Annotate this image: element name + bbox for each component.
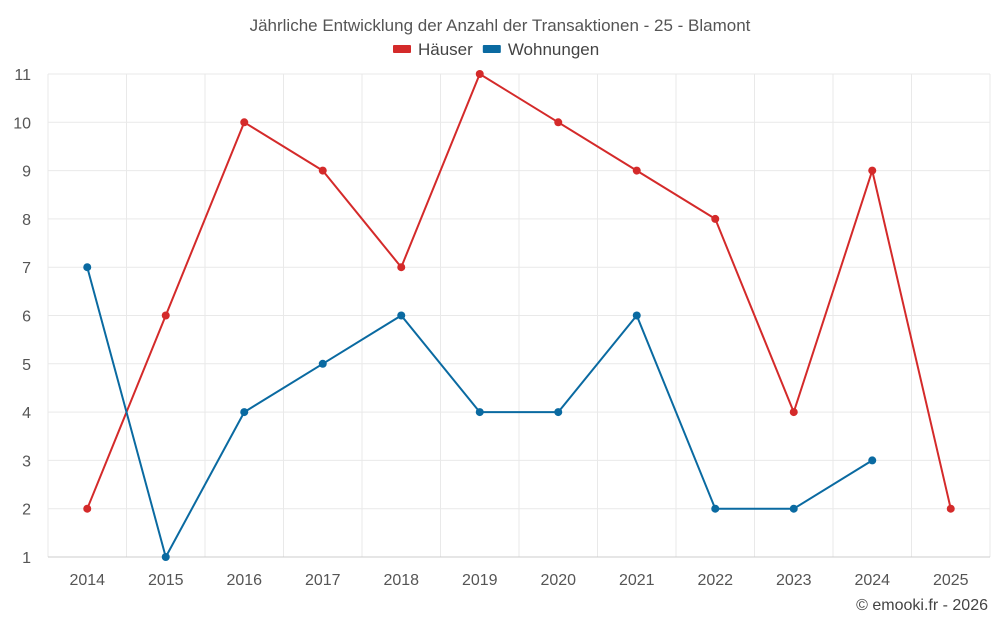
data-point [397,311,406,320]
x-tick-label: 2025 [933,572,969,589]
x-tick-label: 2016 [226,572,262,589]
x-tick-label: 2018 [383,572,419,589]
legend-label: Wohnungen [508,40,599,59]
y-tick-label: 10 [13,115,31,132]
data-point [868,456,877,465]
x-tick-label: 2015 [148,572,184,589]
data-point [632,311,641,320]
grid [47,73,991,558]
data-point [711,504,720,513]
y-tick-label: 11 [14,67,31,84]
data-point [554,408,563,417]
legend-swatch [393,45,411,53]
data-point [161,553,170,561]
data-point [240,118,249,127]
legend: Häuser Wohnungen [393,40,599,59]
data-point [789,504,798,513]
x-tick-label: 2014 [69,572,105,589]
data-point [946,504,955,513]
y-tick-label: 2 [22,502,31,519]
x-axis: 2014 2015 2016 2017 2018 2019 2020 2021 2022 2023… [69,572,968,589]
data-point [397,263,406,272]
series-group [83,70,955,561]
series-line [86,73,952,510]
data-point [868,166,877,175]
y-tick-label: 9 [22,164,31,181]
x-tick-label: 2021 [619,572,655,589]
data-point [475,70,484,78]
y-tick-label: 1 [22,550,31,567]
y-tick-label: 3 [22,453,31,470]
data-point [161,311,170,320]
y-axis: 1 2 3 4 5 6 7 8 9 10 11 [13,67,31,567]
y-tick-label: 6 [22,309,31,326]
chart-title: Jährliche Entwicklung der Anzahl der Tra… [250,16,751,35]
legend-swatch [482,45,501,53]
series-2 [83,263,877,561]
x-tick-label: 2024 [854,572,890,589]
y-tick-label: 4 [22,405,31,422]
data-point [632,166,641,175]
data-point [83,504,92,513]
data-point [83,263,92,272]
y-tick-label: 8 [22,212,31,229]
x-tick-label: 2017 [305,572,341,589]
y-tick-label: 5 [22,357,31,374]
data-point [789,408,798,417]
x-tick-label: 2019 [462,572,498,589]
y-tick-label: 7 [22,260,31,277]
data-point [711,214,720,223]
x-tick-label: 2022 [697,572,733,589]
data-point [554,118,563,127]
data-point [318,166,327,175]
x-tick-label: 2020 [540,572,576,589]
data-point [240,408,249,417]
credit-text: © emooki.fr - 2026 [856,597,988,614]
data-point [318,359,327,368]
data-point [475,408,484,417]
x-tick-label: 2023 [776,572,812,589]
legend-label: Häuser [418,40,473,59]
series-1 [83,70,955,513]
